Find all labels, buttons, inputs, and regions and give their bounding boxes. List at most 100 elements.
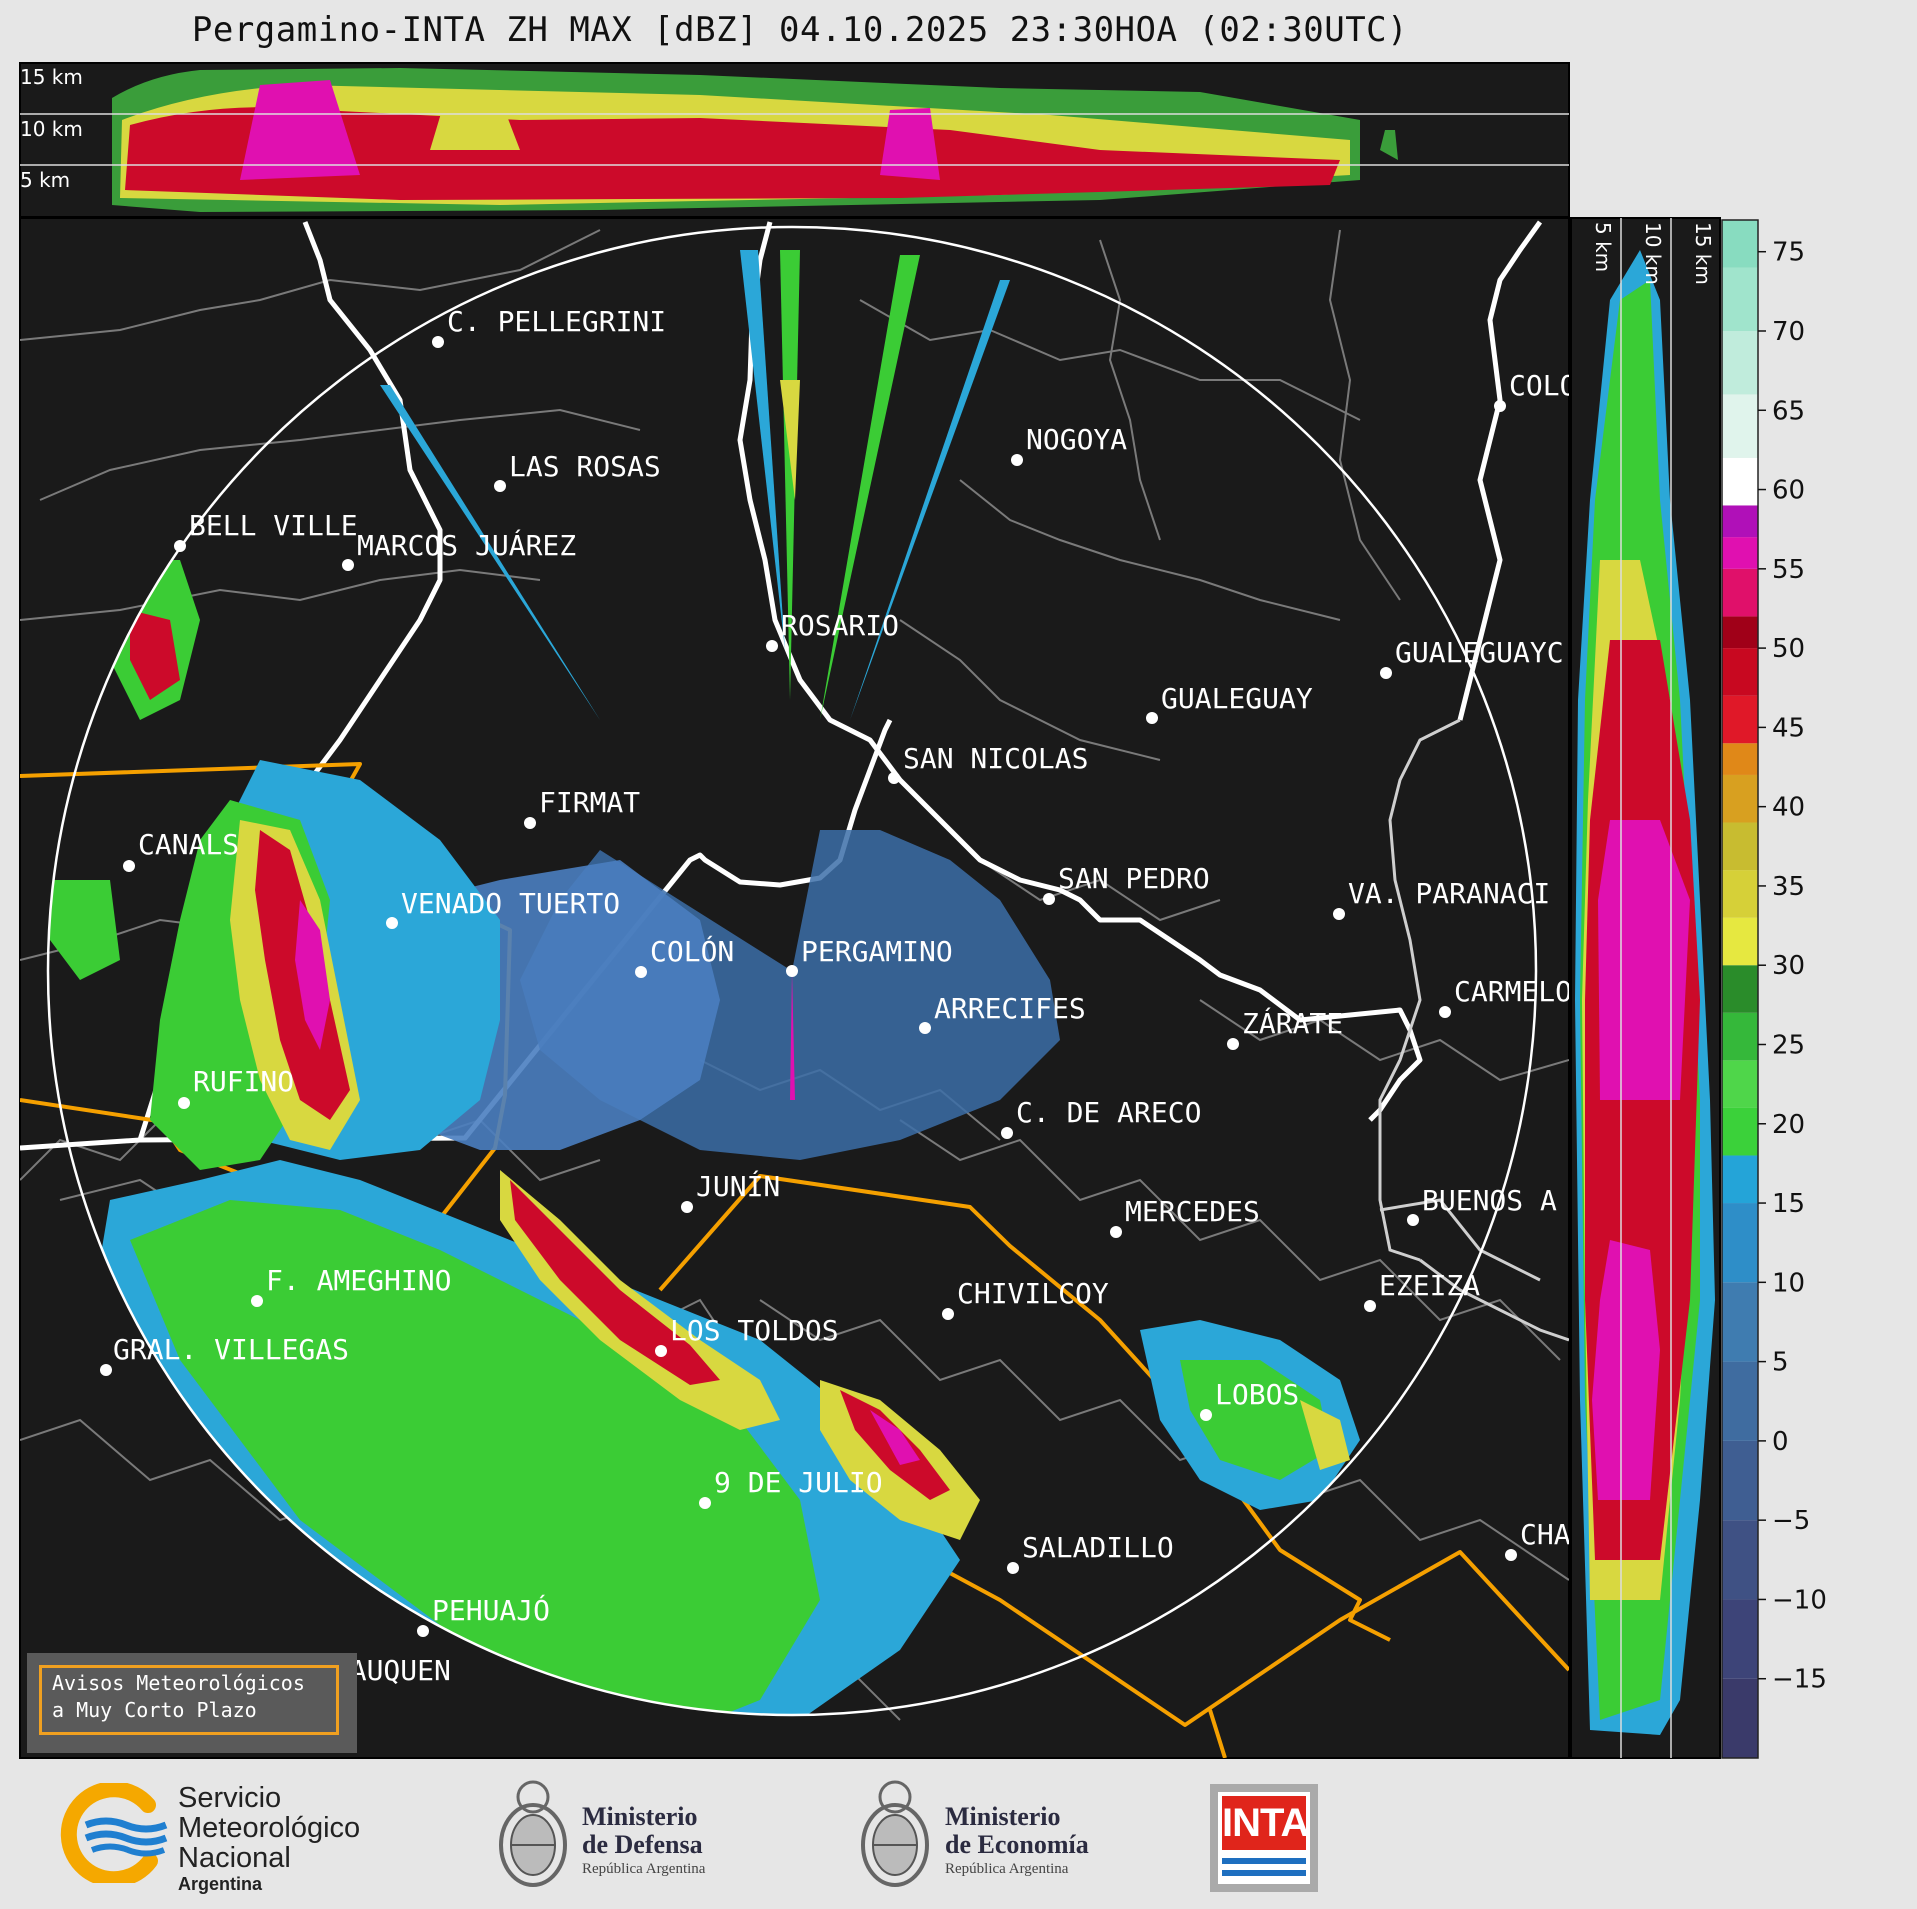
colorbar-segment	[1722, 1012, 1758, 1061]
colorbar-segment	[1722, 1060, 1758, 1108]
colorbar-segment	[1722, 220, 1758, 268]
colorbar-tick-label: 15	[1772, 1189, 1805, 1219]
colorbar-segment	[1722, 1203, 1758, 1283]
city-label-chivilcoy: CHIVILCOY	[957, 1277, 1109, 1310]
economia-wordmark: Ministerio de Economía República Argenti…	[945, 1803, 1089, 1879]
smn-logo	[58, 1781, 168, 1888]
colorbar-segment	[1722, 568, 1758, 617]
colorbar-segment	[1722, 537, 1758, 569]
colorbar-segment	[1722, 505, 1758, 538]
top-label-5km: 5 km	[20, 168, 70, 192]
colorbar-segment	[1722, 1155, 1758, 1204]
top-label-15km: 15 km	[20, 65, 83, 89]
city-label-pergamino: PERGAMINO	[801, 935, 953, 968]
city-label-paranacito: VA. PARANACI	[1348, 877, 1550, 910]
city-label-saladillo: SALADILLO	[1022, 1531, 1174, 1564]
city-markers	[100, 336, 1517, 1637]
colorbar-segment	[1722, 917, 1758, 966]
city-label-ezeiza: EZEIZA	[1379, 1269, 1480, 1302]
smn-line2: Meteorológico	[178, 1812, 361, 1844]
city-label-lobos: LOBOS	[1215, 1378, 1299, 1411]
colorbar-tick-label: 35	[1772, 872, 1805, 902]
city-label-colon-er: COLO	[1509, 369, 1576, 402]
colorbar-tick-label: 75	[1772, 238, 1805, 268]
colorbar-tick-label: −10	[1772, 1585, 1827, 1615]
city-labels: C. PELLEGRINI LAS ROSAS NOGOYA BELL VILL…	[113, 305, 1576, 1687]
colorbar-segment	[1722, 1678, 1758, 1758]
city-label-los-toldos: LOS TOLDOS	[670, 1314, 839, 1347]
economia-line1: Ministerio	[945, 1802, 1061, 1831]
city-label-c-de-areco: C. DE ARECO	[1016, 1096, 1201, 1129]
colorbar-tick-label: 20	[1772, 1110, 1805, 1140]
colorbar-tick-label: 25	[1772, 1030, 1805, 1060]
colorbar-segment	[1722, 870, 1758, 918]
city-label-san-nicolas: SAN NICOLAS	[903, 742, 1088, 775]
smn-line3: Nacional	[178, 1842, 291, 1874]
colorbar-tick-label: 5	[1772, 1348, 1789, 1378]
defensa-line1: Ministerio	[582, 1802, 698, 1831]
city-label-f-ameghino: F. AMEGHINO	[266, 1264, 451, 1297]
city-label-buenos-aires: BUENOS A	[1422, 1184, 1557, 1217]
top-height-panel: 15 km 10 km 5 km	[19, 62, 1570, 218]
colorbar-tick-label: 0	[1772, 1427, 1789, 1457]
right-label-15km: 15 km	[1691, 222, 1715, 285]
warning-line1: Avisos Meteorológicos	[52, 1671, 305, 1695]
colorbar-tick-label: 65	[1772, 396, 1805, 426]
colorbar-segment	[1722, 267, 1758, 331]
range-ring	[46, 225, 1538, 1717]
defensa-seal	[493, 1775, 573, 1895]
right-label-5km: 5 km	[1591, 222, 1615, 272]
smn-logo-icon	[60, 1781, 168, 1888]
colorbar-tick-label: −15	[1772, 1665, 1827, 1695]
city-label-nogoya: NOGOYA	[1026, 423, 1127, 456]
colorbar-tick-label: 50	[1772, 634, 1805, 664]
colorbar-segments	[1722, 220, 1758, 1758]
colorbar-segment	[1722, 457, 1758, 506]
city-label-las-rosas: LAS ROSAS	[509, 450, 661, 483]
city-label-9-de-julio: 9 DE JULIO	[714, 1466, 883, 1499]
colorbar-tick-label: −5	[1772, 1506, 1810, 1536]
colorbar-tick-label: 10	[1772, 1268, 1805, 1298]
economia-line2: de Economía	[945, 1830, 1089, 1859]
city-label-gualeguay: GUALEGUAY	[1161, 682, 1313, 715]
warning-legend: Avisos Meteorológicos a Muy Corto Plazo	[27, 1653, 357, 1753]
colorbar-segment	[1722, 1440, 1758, 1521]
city-label-rufino: RUFINO	[193, 1065, 294, 1098]
defensa-sub: República Argentina	[582, 1861, 706, 1877]
colorbar-segment	[1722, 822, 1758, 871]
colorbar-segment	[1722, 394, 1758, 458]
map-title: Pergamino-INTA ZH MAX [dBZ] 04.10.2025 2…	[191, 10, 1409, 50]
city-label-mercedes: MERCEDES	[1125, 1195, 1260, 1228]
city-label-rosario: ROSARIO	[781, 609, 899, 642]
city-label-marcos-juarez: MARCOS JUÁREZ	[357, 528, 576, 562]
city-label-pehuajo: PEHUAJÓ	[432, 1593, 550, 1627]
colorbar-tick-label: 55	[1772, 555, 1805, 585]
rio-de-la-plata-outline	[1378, 718, 1569, 1342]
city-label-zarate: ZÁRATE	[1242, 1006, 1343, 1040]
colorbar-segment	[1722, 1282, 1758, 1362]
defensa-line2: de Defensa	[582, 1830, 703, 1859]
radar-echoes	[50, 250, 1360, 1715]
inta-wordmark: INTA	[1222, 1796, 1309, 1850]
colorbar-segment	[1722, 1599, 1758, 1679]
smn-wordmark: Servicio Meteorológico Nacional Argentin…	[178, 1783, 360, 1895]
economia-sub: República Argentina	[945, 1861, 1069, 1877]
economia-seal	[855, 1775, 935, 1895]
city-label-colon: COLÓN	[650, 934, 734, 968]
right-label-10km: 10 km	[1641, 222, 1665, 285]
smn-line4: Argentina	[178, 1874, 263, 1894]
colorbar-segment	[1722, 330, 1758, 395]
city-label-gral-villegas: GRAL. VILLEGAS	[113, 1333, 349, 1366]
colorbar-tick-label: 30	[1772, 951, 1805, 981]
city-label-san-pedro: SAN PEDRO	[1058, 862, 1210, 895]
colorbar-tick-label: 60	[1772, 476, 1805, 506]
city-label-cha: CHA	[1520, 1518, 1571, 1551]
city-label-junin: JUNÍN	[696, 1169, 780, 1203]
city-label-gualeguaychu: GUALEGUAYC	[1395, 636, 1564, 669]
city-label-bell-ville: BELL VILLE	[189, 509, 358, 542]
defensa-wordmark: Ministerio de Defensa República Argentin…	[582, 1803, 705, 1879]
inta-logo: INTA	[1210, 1784, 1318, 1892]
colorbar-segment	[1722, 743, 1758, 775]
